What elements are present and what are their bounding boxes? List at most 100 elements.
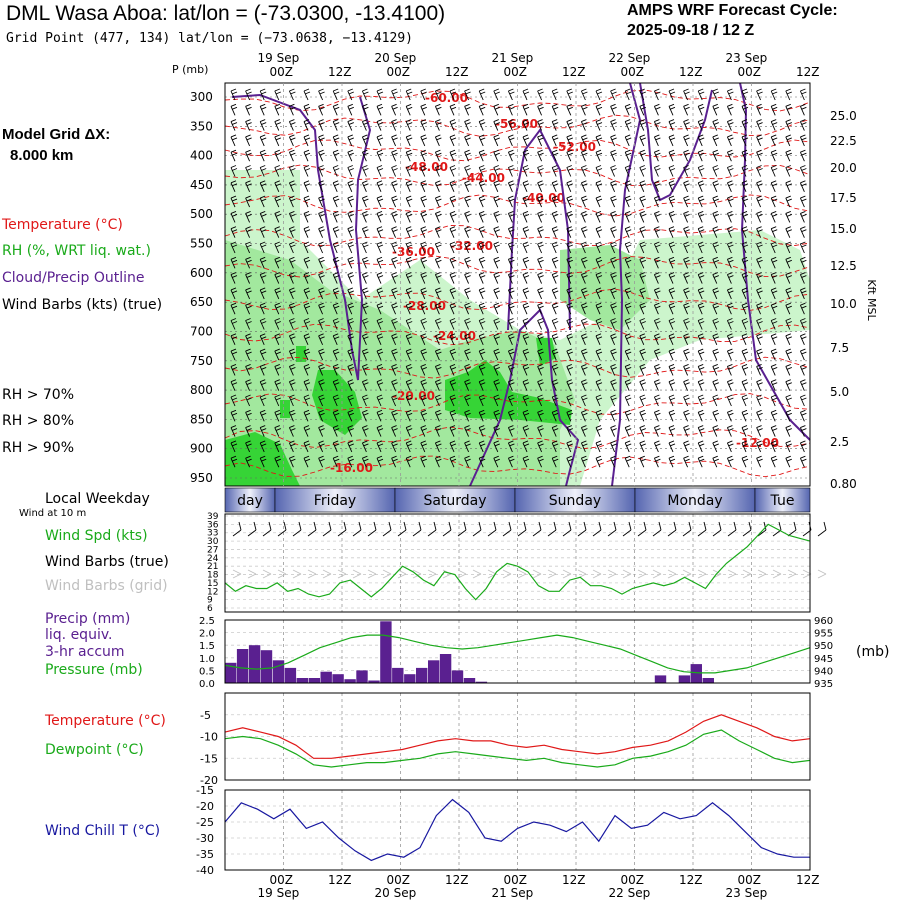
- wind-barb: [274, 348, 281, 361]
- barb-flag: [367, 573, 377, 579]
- barb-shaft: [537, 458, 543, 468]
- barb-flag: [449, 379, 456, 383]
- wind-barb: [230, 348, 238, 361]
- wind-barb: [230, 333, 238, 345]
- barb-shaft: [420, 442, 426, 453]
- wind-barb: [464, 363, 471, 376]
- barb-flag: [727, 210, 733, 214]
- wind-barb: [741, 195, 749, 208]
- barb-flag: [713, 351, 719, 355]
- barb-flag: [626, 137, 632, 141]
- barb-shaft: [624, 243, 630, 254]
- barb-flag: [348, 458, 354, 462]
- barb-flag: [669, 213, 676, 217]
- barb-flag: [640, 259, 646, 263]
- barb-flag: [522, 256, 529, 260]
- barb-shaft: [668, 152, 674, 162]
- wind-barb: [391, 134, 398, 147]
- wind-barb: [668, 425, 676, 437]
- barb-shaft: [726, 197, 732, 208]
- barb-flag: [611, 321, 617, 324]
- wind-barb: [624, 348, 632, 361]
- barb-shaft: [595, 458, 601, 468]
- barb-flag: [290, 198, 296, 202]
- barb-shaft: [303, 335, 309, 345]
- barb-flag: [654, 363, 660, 367]
- barb-flag: [435, 149, 441, 153]
- wind-barb: [478, 241, 486, 254]
- pressure-tick-label: 950: [814, 641, 833, 652]
- wind-barb: [756, 88, 763, 101]
- barb-flag: [303, 302, 310, 306]
- barb-shaft: [610, 228, 616, 238]
- wind-barb: [756, 333, 763, 345]
- barb-shaft: [595, 305, 601, 315]
- barb-flag: [538, 458, 544, 462]
- barb-shaft: [741, 213, 747, 223]
- wind-barb: [361, 103, 369, 116]
- barb-flag: [581, 287, 587, 291]
- top-hour-label: 12Z: [445, 65, 469, 79]
- barb-shaft: [434, 106, 440, 116]
- barb-flag: [406, 149, 412, 153]
- barb-flag: [741, 455, 748, 459]
- barb-shaft: [770, 167, 776, 177]
- barb-flag: [785, 318, 791, 321]
- barb-shaft: [726, 167, 732, 177]
- barb-flag: [493, 333, 499, 337]
- wind-barb: [493, 103, 500, 116]
- barb-flag: [509, 229, 515, 233]
- barb-flag: [668, 256, 675, 260]
- barb-flag: [786, 290, 792, 294]
- wind-barb: [347, 134, 354, 147]
- barb-shaft: [391, 289, 397, 300]
- barb-flag: [757, 321, 763, 324]
- barb-shaft: [697, 569, 707, 575]
- wind-barb: [391, 318, 398, 330]
- barb-flag: [319, 244, 325, 248]
- barb-flag: [231, 321, 238, 324]
- barb-flag: [334, 275, 340, 279]
- wind-barb: [391, 226, 398, 238]
- barb-shaft: [288, 152, 294, 162]
- wind-barb: [595, 425, 603, 437]
- wind-barb: [376, 333, 384, 345]
- barb-flag: [407, 321, 413, 324]
- wind-barb-grid: [457, 569, 467, 579]
- barb-shaft: [668, 350, 674, 361]
- barb-flag: [610, 379, 616, 383]
- barb-flag: [479, 180, 485, 184]
- barb-flag: [436, 122, 442, 126]
- barb-flag: [303, 180, 310, 184]
- barb-flag: [522, 333, 529, 337]
- top-hour-label: 12Z: [796, 65, 820, 79]
- barb-flag: [450, 91, 457, 95]
- barb-shaft: [712, 182, 718, 192]
- barb-flag: [260, 348, 266, 352]
- barb-flag: [547, 573, 557, 579]
- barb-flag: [464, 287, 470, 291]
- wind-barb: [595, 333, 603, 345]
- barb-flag: [246, 397, 252, 401]
- barb-flag: [376, 119, 383, 123]
- barb-flag: [230, 394, 237, 398]
- barb-shaft: [639, 259, 645, 269]
- barb-shaft: [347, 228, 353, 238]
- barb-shaft: [420, 350, 426, 361]
- barb-flag: [230, 318, 237, 321]
- barb-shaft: [522, 182, 528, 192]
- barb-shaft: [785, 366, 791, 376]
- wind-barb: [770, 256, 778, 269]
- barb-flag: [289, 318, 295, 321]
- barb-flag: [246, 443, 252, 447]
- barb-flag: [290, 290, 296, 294]
- barb-shaft: [785, 320, 791, 330]
- wind-barb: [507, 119, 515, 131]
- barb-flag: [668, 348, 675, 352]
- barb-flag: [699, 458, 705, 462]
- barb-flag: [582, 366, 588, 370]
- wind-barb: [230, 210, 238, 223]
- barb-flag: [611, 168, 617, 171]
- barb-flag: [289, 272, 295, 276]
- barb-flag: [304, 366, 311, 370]
